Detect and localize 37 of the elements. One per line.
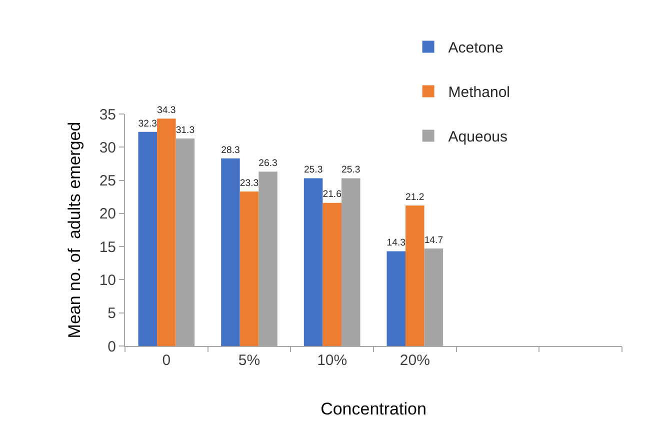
x-tick-label: 20%: [400, 352, 430, 369]
bar: [138, 132, 158, 346]
data-label: 14.7: [424, 234, 444, 246]
legend-label: Aqueous: [448, 128, 508, 146]
data-label: 23.3: [240, 178, 259, 189]
data-label: 21.2: [406, 192, 424, 203]
y-tick-label: 10: [99, 272, 116, 289]
y-axis-title: Mean no. of adults emerged: [64, 122, 84, 338]
data-label: 14.3: [386, 238, 406, 249]
data-label: 21.6: [322, 189, 342, 200]
legend-label: Methanol: [448, 84, 510, 102]
x-axis-title: Concentration: [320, 399, 426, 418]
bar: [240, 192, 259, 346]
bar: [221, 158, 240, 346]
bar: [406, 205, 424, 346]
bar: [322, 202, 342, 346]
x-tick-label: 0: [162, 352, 171, 369]
data-label: 31.3: [176, 124, 195, 136]
y-tick-label: 5: [108, 305, 116, 322]
data-label: 25.3: [304, 164, 323, 176]
legend-label: Acetone: [448, 40, 504, 57]
y-tick-label: 35: [99, 106, 116, 124]
data-label: 28.3: [221, 144, 240, 156]
bar: [304, 178, 323, 346]
y-tick-label: 20: [99, 206, 116, 223]
x-tick-label: 10%: [317, 352, 348, 369]
data-label: 26.3: [258, 158, 278, 170]
data-label: 32.3: [138, 118, 158, 130]
y-tick-label: 25: [99, 172, 116, 190]
data-label: 25.3: [341, 164, 360, 176]
data-label: 34.3: [157, 105, 176, 116]
y-tick-label: 30: [99, 139, 116, 156]
y-tick-label: 0: [108, 338, 116, 356]
bar: [386, 251, 406, 346]
x-tick-label: 5%: [238, 352, 260, 369]
y-tick-label: 15: [99, 238, 116, 256]
bar: [157, 118, 176, 346]
